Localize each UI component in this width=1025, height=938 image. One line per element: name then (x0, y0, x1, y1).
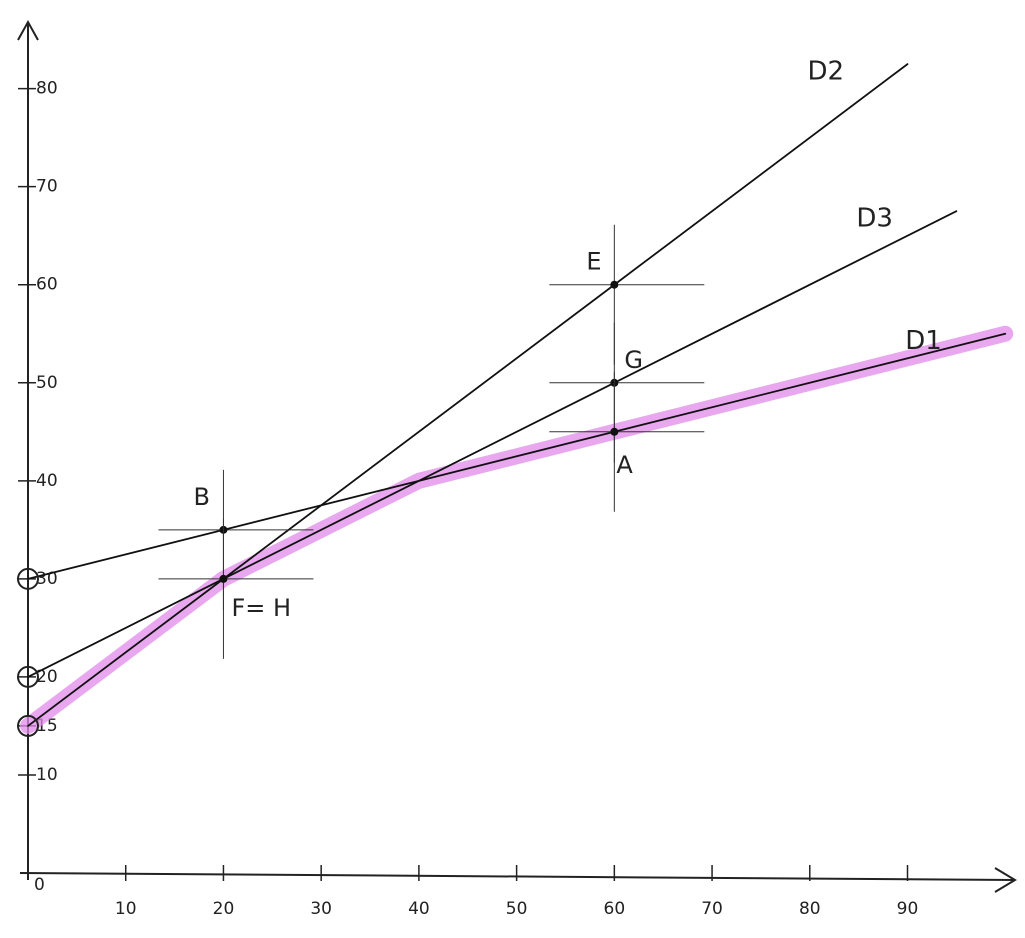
line (27, 210, 958, 678)
x-tick-label: 80 (799, 899, 821, 919)
line-label: D1 (905, 326, 942, 356)
x-tick-label: 50 (506, 899, 528, 919)
line (27, 63, 909, 727)
y-tick-label: 20 (36, 667, 58, 687)
y-tick-label: 40 (36, 471, 58, 491)
point-label: F= H (231, 594, 291, 622)
point (610, 427, 619, 436)
x-tick-label: 40 (408, 899, 430, 919)
y-tick-label: 80 (36, 79, 58, 99)
intercept-circle (17, 714, 39, 737)
intercept-circle (17, 567, 39, 590)
x-tick-label: 90 (897, 899, 919, 919)
point (219, 574, 228, 583)
x-axis (19, 872, 1016, 881)
y-tick-label: 70 (36, 177, 58, 197)
y-axis-arrow (17, 19, 39, 41)
point (610, 280, 619, 289)
x-tick-label: 70 (701, 899, 723, 919)
line (27, 332, 1007, 580)
x-tick-label: 10 (115, 899, 137, 919)
intercept-circle (17, 665, 39, 688)
x-axis-arrow (994, 867, 1017, 893)
y-tick-label: 10 (36, 765, 58, 785)
y-tick-label: 50 (36, 373, 58, 393)
point-label: A (616, 451, 633, 479)
line-label: D3 (856, 204, 893, 234)
point-label: G (624, 346, 643, 374)
y-tick-label: 30 (36, 569, 58, 589)
point-label: B (193, 483, 209, 511)
x-tick-label: 30 (310, 899, 332, 919)
y-tick-label: 60 (36, 275, 58, 295)
x-tick-label: 20 (213, 899, 235, 919)
x-tick-label: 60 (604, 899, 626, 919)
point-label: E (586, 248, 601, 276)
line-label: D2 (808, 57, 845, 87)
y-tick-label: 0 (34, 875, 45, 895)
